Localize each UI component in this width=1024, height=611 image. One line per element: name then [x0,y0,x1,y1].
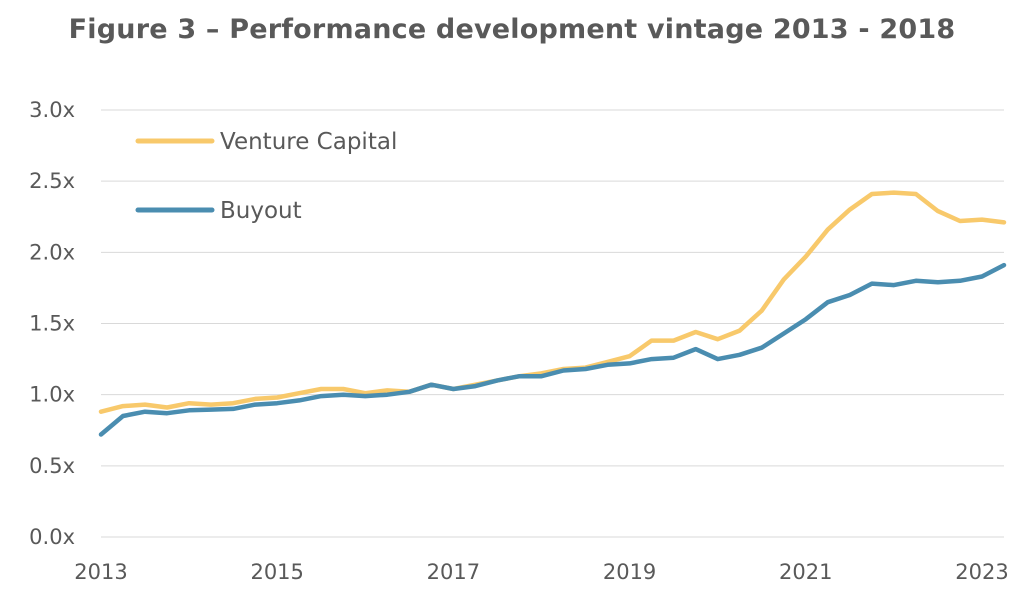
x-tick-label: 2019 [603,560,656,584]
legend-label-venture-capital: Venture Capital [220,129,397,155]
y-tick-label: 1.0x [29,383,75,407]
series-line-venture-capital [98,190,1007,414]
x-tick-label: 2013 [74,560,127,584]
x-tick-label: 2017 [427,560,480,584]
y-tick-label: 2.0x [29,240,75,264]
x-tick-label: 2023 [955,560,1008,584]
y-tick-label: 1.5x [29,312,75,336]
x-tick-label: 2021 [779,560,832,584]
legend-label-buyout: Buyout [220,198,302,224]
x-tick-label: 2015 [250,560,303,584]
chart-title: Figure 3 – Performance development vinta… [68,14,956,45]
y-tick-label: 0.0x [29,525,75,549]
y-tick-label: 2.5x [29,169,75,193]
series-line-buyout [98,262,1007,437]
y-tick-label: 0.5x [29,454,75,478]
y-tick-label: 3.0x [29,98,75,122]
